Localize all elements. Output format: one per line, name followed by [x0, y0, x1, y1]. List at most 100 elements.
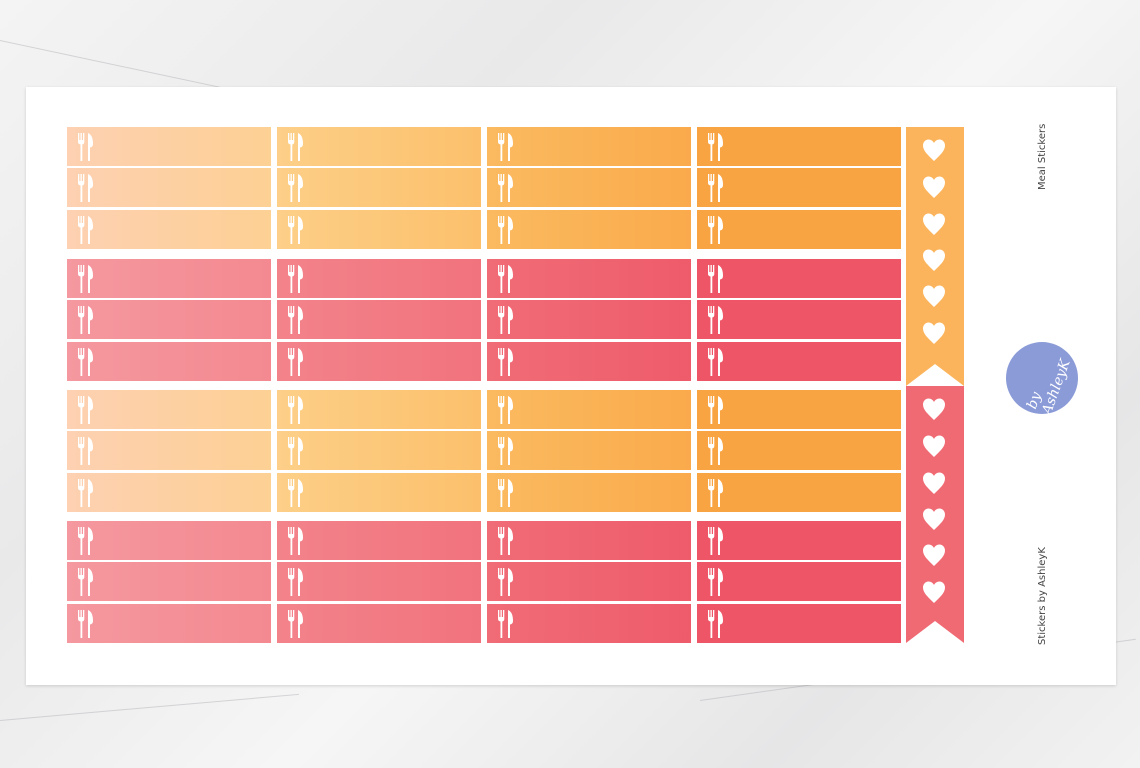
marble-vein	[0, 693, 299, 721]
meal-sticker	[697, 300, 901, 339]
meal-sticker	[487, 259, 691, 298]
meal-sticker	[487, 168, 691, 207]
meal-sticker	[697, 127, 901, 166]
fork-knife-icon	[498, 610, 513, 638]
fork-knife-icon	[78, 396, 93, 424]
fork-knife-icon	[78, 265, 93, 293]
meal-sticker	[67, 473, 271, 512]
fork-knife-icon	[498, 306, 513, 334]
meal-sticker	[277, 604, 481, 643]
meal-sticker	[697, 342, 901, 381]
fork-knife-icon	[288, 396, 303, 424]
meal-sticker	[697, 521, 901, 560]
meal-sticker	[277, 431, 481, 470]
fork-knife-icon	[498, 437, 513, 465]
fork-knife-icon	[498, 527, 513, 555]
meal-sticker	[277, 473, 481, 512]
meal-sticker	[487, 521, 691, 560]
fork-knife-icon	[708, 437, 723, 465]
fork-knife-icon	[288, 610, 303, 638]
fork-knife-icon	[708, 306, 723, 334]
heart-icon	[922, 434, 946, 462]
heart-icon	[922, 543, 946, 571]
fork-knife-icon	[708, 265, 723, 293]
heart-icon	[922, 248, 946, 276]
fork-knife-icon	[78, 527, 93, 555]
fork-knife-icon	[78, 437, 93, 465]
fork-knife-icon	[498, 396, 513, 424]
meal-sticker	[697, 431, 901, 470]
fork-knife-icon	[708, 174, 723, 202]
meal-sticker	[67, 562, 271, 601]
fork-knife-icon	[78, 568, 93, 596]
fork-knife-icon	[708, 348, 723, 376]
fork-knife-icon	[498, 265, 513, 293]
meal-sticker	[67, 259, 271, 298]
fork-knife-icon	[78, 133, 93, 161]
meal-sticker	[277, 521, 481, 560]
meal-sticker	[277, 342, 481, 381]
meal-sticker	[67, 604, 271, 643]
meal-sticker	[487, 127, 691, 166]
meal-sticker	[277, 300, 481, 339]
meal-sticker	[487, 431, 691, 470]
meal-sticker	[67, 521, 271, 560]
meal-sticker	[277, 562, 481, 601]
fork-knife-icon	[708, 568, 723, 596]
fork-knife-icon	[708, 610, 723, 638]
meal-sticker	[697, 562, 901, 601]
fork-knife-icon	[78, 306, 93, 334]
fork-knife-icon	[288, 527, 303, 555]
fork-knife-icon	[498, 479, 513, 507]
meal-sticker	[487, 300, 691, 339]
sheet-title: Meal Stickers	[1037, 123, 1048, 190]
heart-icon	[922, 284, 946, 312]
meal-sticker	[277, 210, 481, 249]
meal-sticker	[67, 300, 271, 339]
fork-knife-icon	[288, 348, 303, 376]
fork-knife-icon	[498, 133, 513, 161]
meal-sticker	[277, 259, 481, 298]
meal-sticker	[487, 562, 691, 601]
meal-sticker	[487, 604, 691, 643]
fork-knife-icon	[708, 396, 723, 424]
meal-sticker	[67, 168, 271, 207]
fork-knife-icon	[288, 437, 303, 465]
meal-sticker	[67, 431, 271, 470]
meal-sticker	[67, 390, 271, 429]
meal-sticker	[67, 127, 271, 166]
fork-knife-icon	[708, 479, 723, 507]
meal-sticker	[67, 210, 271, 249]
fork-knife-icon	[288, 479, 303, 507]
fork-knife-icon	[708, 133, 723, 161]
meal-sticker	[277, 127, 481, 166]
heart-icon	[922, 397, 946, 425]
meal-sticker	[487, 210, 691, 249]
fork-knife-icon	[288, 306, 303, 334]
fork-knife-icon	[78, 174, 93, 202]
meal-sticker	[697, 168, 901, 207]
fork-knife-icon	[498, 174, 513, 202]
meal-sticker	[487, 342, 691, 381]
heart-icon	[922, 321, 946, 349]
ashleyk-logo: by AshleyK	[1006, 342, 1078, 417]
meal-sticker	[277, 390, 481, 429]
meal-sticker	[697, 210, 901, 249]
fork-knife-icon	[708, 216, 723, 244]
heart-icon	[922, 580, 946, 608]
heart-icon	[922, 471, 946, 499]
meal-sticker	[487, 473, 691, 512]
meal-sticker	[67, 342, 271, 381]
heart-icon	[922, 175, 946, 203]
meal-sticker	[697, 259, 901, 298]
meal-sticker	[277, 168, 481, 207]
heart-icon	[922, 138, 946, 166]
meal-sticker	[697, 390, 901, 429]
fork-knife-icon	[288, 216, 303, 244]
fork-knife-icon	[288, 133, 303, 161]
fork-knife-icon	[78, 610, 93, 638]
fork-knife-icon	[78, 216, 93, 244]
fork-knife-icon	[288, 568, 303, 596]
fork-knife-icon	[498, 348, 513, 376]
fork-knife-icon	[288, 265, 303, 293]
